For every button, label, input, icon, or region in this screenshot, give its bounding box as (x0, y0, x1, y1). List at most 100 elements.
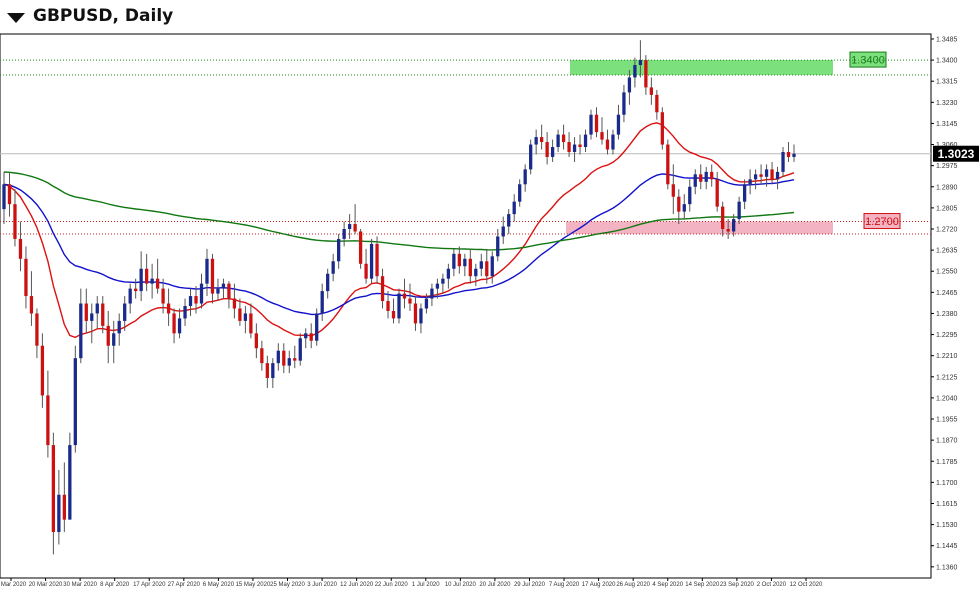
candle-body (287, 358, 291, 366)
candle-body (183, 306, 187, 319)
y-tick-label: 1.3485 (936, 36, 958, 43)
candle-body (474, 268, 478, 277)
candle-body (227, 283, 231, 299)
candle-body (660, 112, 664, 145)
y-tick-label: 1.1955 (936, 417, 958, 424)
candle-body (51, 445, 56, 533)
candle-body (742, 184, 747, 202)
y-tick-label: 1.1700 (936, 480, 958, 487)
x-tick-label: 20 Jul 2020 (479, 582, 511, 588)
candle-body (732, 219, 736, 232)
candle-body (112, 333, 116, 346)
zone-rect (566, 221, 833, 234)
candle-body (644, 60, 648, 88)
candle-body (95, 303, 99, 314)
candle-body (35, 313, 39, 346)
candle-body (715, 179, 719, 207)
x-tick-label: 26 Aug 2020 (616, 582, 650, 588)
candle-body (188, 296, 193, 306)
x-tick-label: 22 Jun 2020 (375, 582, 409, 588)
candle-body (106, 325, 110, 346)
candle-body (380, 276, 385, 302)
candle-body (13, 204, 17, 239)
candle-body (419, 308, 423, 324)
x-tick-label: 17 Apr 2020 (133, 582, 166, 588)
candle-body (298, 338, 302, 361)
candle-body (68, 445, 72, 520)
x-tick-label: 10 Jul 2020 (445, 582, 477, 588)
y-tick-label: 1.3230 (936, 100, 958, 107)
candle-body (369, 243, 374, 279)
candle-body (589, 114, 593, 135)
x-tick-label: 20 Mar 2020 (29, 582, 63, 588)
candle-body (463, 258, 467, 267)
x-tick-label: 27 Apr 2020 (168, 582, 201, 588)
candle-body (326, 273, 330, 292)
candle-body (446, 268, 451, 279)
candle-body (177, 318, 182, 334)
candle-body (205, 258, 209, 284)
candle-body (671, 184, 675, 197)
candle-body (320, 291, 324, 314)
candle-body (90, 313, 94, 321)
candle-body (128, 288, 132, 304)
candle-body (337, 238, 341, 262)
candle-body (29, 296, 34, 314)
candle-body (2, 184, 6, 210)
y-tick-label: 1.2890 (936, 184, 958, 191)
candle-body (243, 313, 248, 321)
candle-body (622, 92, 626, 115)
y-tick-label: 1.1445 (936, 543, 958, 550)
candle-body (726, 228, 730, 232)
x-tick-label: 8 Apr 2020 (100, 582, 130, 588)
candle-body (479, 261, 483, 269)
candle-body (704, 171, 708, 182)
candle-body (309, 333, 313, 341)
candle-body (748, 179, 752, 185)
candle-body (441, 278, 445, 284)
candle-body (117, 320, 121, 334)
candle-body (710, 171, 714, 180)
candle-body (73, 358, 77, 446)
x-tick-label: 15 May 2020 (236, 582, 271, 588)
candle-body (561, 134, 566, 143)
candle-body (18, 238, 23, 259)
candle-body (556, 134, 560, 148)
x-tick-label: 3 Jun 2020 (307, 582, 337, 588)
candle-body (84, 303, 88, 321)
candle-body (583, 134, 588, 148)
dropdown-arrow-icon[interactable] (7, 13, 25, 23)
candle-body (293, 358, 297, 361)
candle-body (523, 169, 527, 185)
y-tick-label: 1.2295 (936, 332, 958, 339)
candle-body (688, 186, 692, 205)
x-tick-label: 25 May 2020 (270, 582, 305, 588)
candles-layer (2, 40, 796, 555)
candle-body (221, 283, 226, 289)
x-tick-label: 1 Jul 2020 (412, 582, 440, 588)
candle-body (260, 348, 264, 364)
candle-body (194, 296, 198, 304)
x-tick-label: 2 Oct 2020 (757, 582, 787, 588)
candle-body (199, 283, 204, 304)
candle-body (139, 268, 143, 292)
chart-title: GBPUSD, Daily (33, 6, 174, 26)
candle-body (358, 231, 363, 264)
y-tick-label: 1.2975 (936, 163, 958, 170)
x-tick-label: 12 Oct 2020 (790, 582, 823, 588)
candle-body (655, 94, 659, 113)
candle-body (775, 171, 780, 180)
candle-body (216, 288, 220, 294)
candle-body (79, 303, 83, 359)
x-tick-label: 4 Sep 2020 (652, 582, 683, 588)
x-tick-label: 7 Aug 2020 (549, 582, 580, 588)
candle-body (413, 303, 418, 324)
candle-body (721, 206, 725, 229)
candle-body (265, 363, 269, 379)
candle-body (238, 308, 242, 321)
candle-body (364, 263, 368, 279)
y-tick-label: 1.3145 (936, 121, 958, 128)
plot-area (0, 33, 932, 579)
